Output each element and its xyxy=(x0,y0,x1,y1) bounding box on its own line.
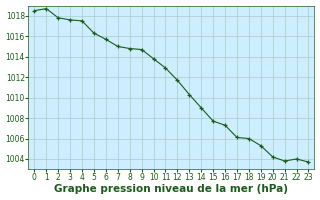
X-axis label: Graphe pression niveau de la mer (hPa): Graphe pression niveau de la mer (hPa) xyxy=(54,184,288,194)
